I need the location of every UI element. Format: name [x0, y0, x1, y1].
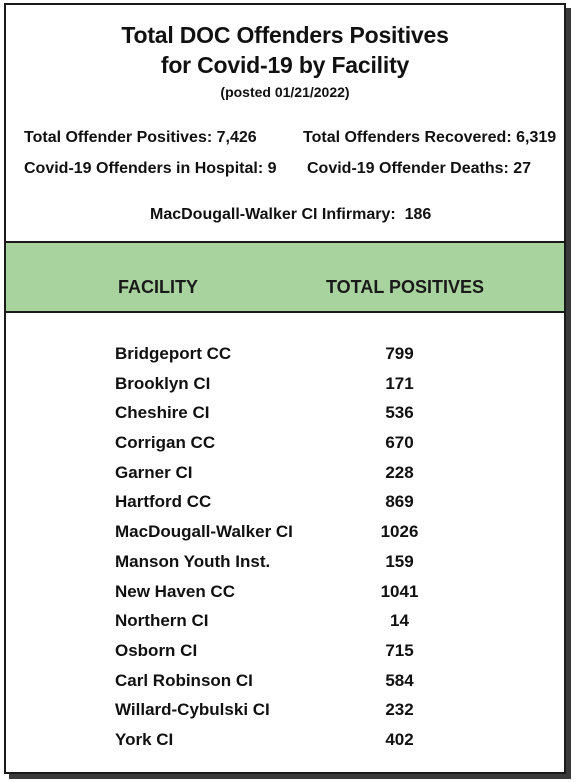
- facility-name: Willard-Cybulski CI: [115, 700, 270, 720]
- stat-infirmary-value: 186: [404, 206, 432, 223]
- facility-total-positives: 715: [385, 640, 414, 660]
- stat-total-positives-label: Total Offender Positives:: [24, 129, 213, 146]
- facility-total-positives: 1026: [380, 522, 419, 542]
- facility-total-positives: 232: [385, 700, 414, 720]
- facility-total-positives: 14: [390, 611, 409, 631]
- facility-name: Bridgeport CC: [115, 344, 232, 363]
- table-row: New Haven CC 1041: [6, 581, 564, 611]
- stat-deaths-value: 27: [513, 160, 532, 177]
- facility-total-positives: 670: [385, 433, 414, 453]
- title-line-1: Total DOC Offenders Positives: [121, 22, 449, 48]
- table-row: Cheshire CI 536: [6, 402, 564, 432]
- facility-total-positives: 536: [385, 403, 414, 423]
- table-row: Osborn CI 715: [6, 640, 564, 670]
- facility-total-positives: 1041: [380, 581, 419, 601]
- table-row: Manson Youth Inst. 159: [6, 551, 564, 581]
- facility-total-positives: 799: [385, 344, 414, 363]
- stat-deaths: Covid-19 Offender Deaths: 27: [307, 159, 531, 179]
- stat-recovered-label: Total Offenders Recovered:: [303, 129, 512, 146]
- facility-total-positives: 228: [385, 462, 414, 482]
- stat-recovered-value: 6,319: [516, 129, 557, 146]
- facility-name: York CI: [115, 729, 174, 749]
- facility-total-positives: 402: [385, 729, 414, 749]
- facility-total-positives: 171: [385, 373, 414, 393]
- facility-name: Hartford CC: [115, 492, 212, 512]
- facility-total-positives: 869: [385, 492, 414, 512]
- facility-name: Northern CI: [115, 611, 209, 631]
- stat-infirmary: MacDougall-Walker CI Infirmary: 186: [150, 205, 431, 225]
- table-row: Brooklyn CI 171: [6, 373, 564, 403]
- stat-total-positives: Total Offender Positives: 7,426: [24, 128, 257, 148]
- facility-table-body: Bridgeport CC 799 Brooklyn CI 171 Cheshire C…: [6, 343, 564, 759]
- facility-name: Brooklyn CI: [115, 373, 211, 393]
- stat-hospital-label: Covid-19 Offenders in Hospital:: [24, 160, 264, 177]
- facility-total-positives: 159: [385, 551, 414, 571]
- table-row: Willard-Cybulski CI 232: [6, 699, 564, 729]
- facility-name: Cheshire CI: [115, 403, 210, 423]
- stat-recovered: Total Offenders Recovered: 6,319: [303, 128, 556, 148]
- facility-name: Carl Robinson CI: [115, 670, 253, 690]
- facility-name: MacDougall-Walker CI: [115, 522, 293, 542]
- column-header-facility: FACILITY: [118, 277, 198, 297]
- facility-name: Manson Youth Inst.: [115, 551, 271, 571]
- facility-name: New Haven CC: [115, 581, 235, 601]
- table-row: Corrigan CC 670: [6, 432, 564, 462]
- stat-hospital: Covid-19 Offenders in Hospital: 9: [24, 159, 277, 179]
- table-row: Garner CI 228: [6, 462, 564, 492]
- facility-total-positives: 584: [385, 670, 414, 690]
- table-row: Hartford CC 869: [6, 491, 564, 521]
- table-row: York CI 402: [6, 729, 564, 759]
- table-row: Bridgeport CC 799: [6, 343, 564, 373]
- facility-name: Corrigan CC: [115, 433, 216, 453]
- posted-date: (posted 01/21/2022): [220, 84, 350, 100]
- title-line-2: for Covid-19 by Facility: [160, 52, 410, 78]
- stat-infirmary-label: MacDougall-Walker CI Infirmary:: [150, 206, 396, 223]
- facility-name: Osborn CI: [115, 640, 198, 660]
- table-row: Northern CI 14: [6, 610, 564, 640]
- stat-hospital-value: 9: [267, 160, 277, 177]
- document-frame: Total DOC Offenders Positives for Covid-…: [4, 3, 566, 774]
- facility-name: Garner CI: [115, 462, 193, 482]
- table-row: Carl Robinson CI 584: [6, 670, 564, 700]
- table-row: MacDougall-Walker CI 1026: [6, 521, 564, 551]
- stat-total-positives-value: 7,426: [216, 129, 257, 146]
- stat-deaths-label: Covid-19 Offender Deaths:: [307, 160, 509, 177]
- column-header-total-positives: TOTAL POSITIVES: [326, 277, 485, 297]
- table-header: FACILITY TOTAL POSITIVES: [6, 243, 564, 313]
- summary-header: Total DOC Offenders Positives for Covid-…: [6, 5, 564, 243]
